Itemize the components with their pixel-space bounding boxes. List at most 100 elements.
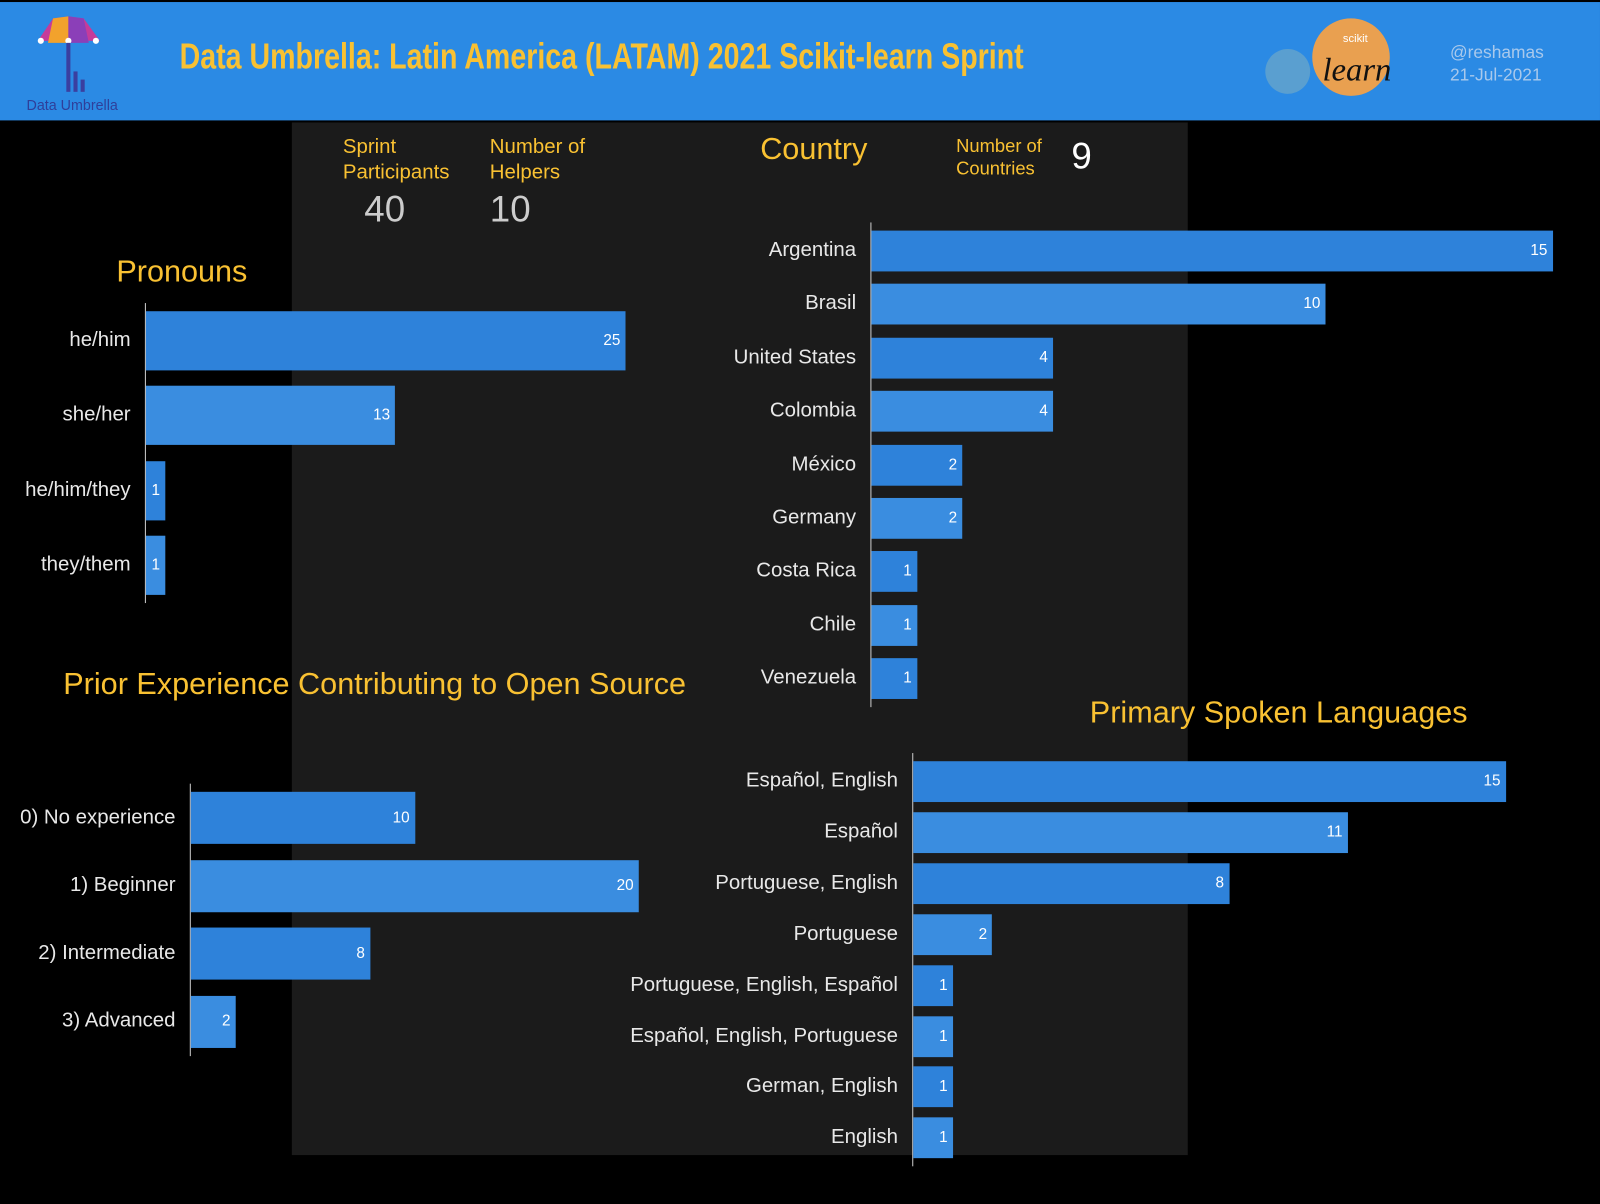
country-category-label: United States <box>733 345 857 369</box>
country-value-label: 1 <box>903 669 912 687</box>
experience-value-label: 8 <box>356 944 365 962</box>
participants-label-line2: Participants <box>342 161 450 184</box>
experience-bar <box>190 859 639 912</box>
pronouns-bar <box>145 386 396 446</box>
languages-category-label: English <box>831 1125 898 1149</box>
report-date: 21-Jul-2021 <box>1449 65 1542 85</box>
pronouns-value-label: 1 <box>151 481 160 499</box>
umbrella-logo-icon <box>37 16 100 92</box>
country-title: Country <box>760 132 868 167</box>
country-category-label: Costa Rica <box>756 559 857 583</box>
languages-category-label: Portuguese, English <box>715 871 898 894</box>
languages-value-label: 11 <box>1326 823 1343 841</box>
map-background-panel <box>291 122 1188 1156</box>
languages-bar <box>913 1117 953 1159</box>
country-value-label: 4 <box>1039 348 1048 367</box>
pronouns-bar <box>145 460 166 520</box>
countries-label: Number of Countries <box>956 135 1042 180</box>
country-category-label: Venezuela <box>760 666 857 689</box>
experience-value-label: 2 <box>221 1012 231 1030</box>
pronouns-bar <box>145 535 166 595</box>
languages-value-label: 1 <box>939 1077 948 1096</box>
pronouns-category-label: she/her <box>62 403 131 426</box>
participants-value: 40 <box>364 187 406 230</box>
country-category-label: México <box>791 452 857 476</box>
countries-label-line1: Number of <box>956 135 1042 157</box>
languages-value-label: 8 <box>1215 874 1225 892</box>
country-bar <box>871 604 917 646</box>
experience-category-label: 0) No experience <box>20 805 176 829</box>
helpers-label-line1: Number of <box>489 135 586 159</box>
languages-bar <box>913 964 953 1006</box>
logo-text: Data Umbrella <box>26 96 118 114</box>
languages-value-label: 1 <box>939 1027 948 1045</box>
languages-category-label: German, English <box>745 1074 898 1098</box>
pronouns-value-label: 1 <box>151 556 160 574</box>
author-handle: @reshamas <box>1449 42 1544 63</box>
experience-bar <box>190 995 236 1048</box>
country-value-label: 10 <box>1303 295 1321 313</box>
pronouns-category-label: he/him/they <box>25 478 131 501</box>
languages-category-label: Portuguese, English, Español <box>630 973 898 996</box>
languages-bar <box>913 1015 953 1057</box>
pronouns-value-label: 13 <box>373 406 391 424</box>
page-title: Data Umbrella: Latin America (LATAM) 202… <box>179 36 1024 77</box>
pronouns-bar <box>145 311 626 371</box>
country-category-label: Chile <box>809 613 857 636</box>
experience-axis <box>189 783 191 1056</box>
helpers-value: 10 <box>489 187 531 230</box>
languages-category-label: Español, English, Portuguese <box>630 1023 898 1047</box>
experience-bar <box>190 791 415 844</box>
country-value-label: 4 <box>1039 402 1048 420</box>
experience-value-label: 10 <box>392 808 410 827</box>
experience-value-label: 20 <box>616 876 634 894</box>
country-category-label: Colombia <box>769 399 857 422</box>
experience-category-label: 1) Beginner <box>69 873 176 896</box>
languages-category-label: Español <box>824 820 898 843</box>
country-category-label: Brasil <box>805 292 857 315</box>
country-bar <box>871 391 1054 432</box>
languages-value-label: 15 <box>1483 772 1501 790</box>
languages-category-label: Español, English <box>745 769 898 792</box>
country-value-label: 1 <box>903 562 912 580</box>
country-category-label: Argentina <box>768 238 857 262</box>
country-value-label: 2 <box>948 455 958 474</box>
languages-title: Primary Spoken Languages <box>1089 695 1468 730</box>
experience-category-label: 3) Advanced <box>62 1009 176 1032</box>
languages-bar <box>913 863 1230 904</box>
languages-axis <box>912 753 914 1167</box>
header-bar: Data Umbrella Data Umbrella: Latin Ameri… <box>0 2 1600 121</box>
country-category-label: Germany <box>772 506 857 529</box>
country-bar <box>871 230 1553 272</box>
country-bar <box>871 444 963 486</box>
languages-value-label: 1 <box>939 976 948 994</box>
country-bar <box>871 551 917 593</box>
pronouns-category-label: they/them <box>40 552 131 576</box>
languages-category-label: Portuguese <box>793 922 898 945</box>
participants-label-line1: Sprint <box>342 135 397 159</box>
languages-bar <box>913 913 993 955</box>
languages-bar <box>913 761 1506 803</box>
participants-label: Sprint Participants <box>343 135 450 186</box>
sklearn-logo-big: learn <box>1322 51 1392 88</box>
countries-label-line2: Countries <box>956 158 1035 179</box>
experience-bar <box>190 927 370 980</box>
languages-value-label: 1 <box>939 1128 948 1147</box>
languages-bar <box>913 812 1348 853</box>
pronouns-axis <box>144 303 146 603</box>
countries-value: 9 <box>1071 134 1092 177</box>
languages-bar <box>913 1066 953 1108</box>
country-bar <box>871 284 1326 325</box>
helpers-label-line2: Helpers <box>489 161 561 184</box>
sklearn-logo-small: scikit <box>1342 32 1368 45</box>
pronouns-title: Pronouns <box>116 255 248 289</box>
pronouns-category-label: he/him <box>69 328 131 352</box>
country-bar <box>871 497 963 539</box>
country-value-label: 15 <box>1530 241 1548 260</box>
country-axis <box>870 222 872 708</box>
pronouns-value-label: 25 <box>603 331 621 349</box>
country-value-label: 2 <box>948 509 958 527</box>
helpers-label: Number of Helpers <box>490 135 585 186</box>
country-bar <box>871 337 1054 379</box>
